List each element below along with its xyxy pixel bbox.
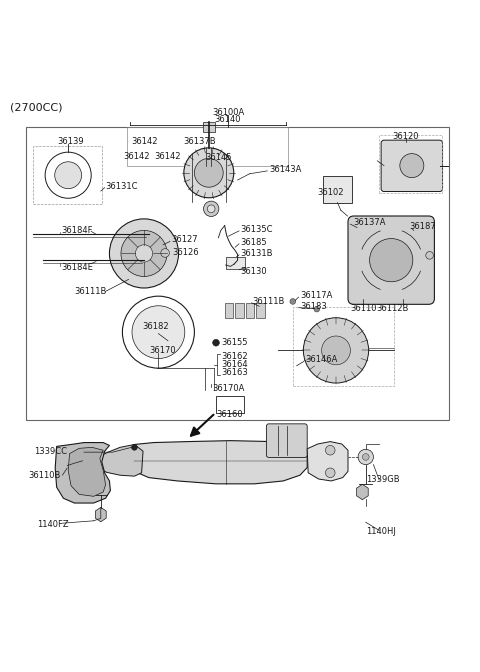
Circle shape — [362, 454, 369, 460]
Circle shape — [213, 339, 219, 346]
Circle shape — [109, 219, 179, 288]
Text: 36139: 36139 — [58, 136, 84, 146]
Circle shape — [358, 450, 373, 464]
Text: 36140: 36140 — [215, 114, 241, 124]
Text: 36111B: 36111B — [252, 297, 285, 306]
Text: 36117A: 36117A — [300, 291, 332, 300]
Text: 36110B: 36110B — [28, 470, 60, 480]
Text: 36126: 36126 — [172, 249, 198, 257]
Text: 36184F: 36184F — [61, 226, 93, 235]
Circle shape — [207, 205, 215, 212]
Text: 36131C: 36131C — [106, 181, 138, 191]
Circle shape — [322, 336, 350, 365]
Circle shape — [325, 446, 335, 455]
Circle shape — [370, 239, 413, 282]
Text: 36145: 36145 — [205, 153, 232, 162]
Bar — [379, 135, 442, 193]
Text: (2700CC): (2700CC) — [10, 103, 62, 113]
Bar — [293, 307, 394, 386]
Text: 36142: 36142 — [155, 152, 181, 161]
Text: 36120: 36120 — [392, 132, 419, 141]
Text: 1140HJ: 1140HJ — [366, 528, 396, 536]
Text: 36102: 36102 — [317, 188, 344, 198]
Text: 36137B: 36137B — [183, 136, 216, 146]
Circle shape — [132, 444, 137, 450]
Text: 36155: 36155 — [221, 338, 247, 347]
Bar — [203, 122, 215, 132]
Circle shape — [303, 318, 369, 383]
Circle shape — [204, 201, 219, 216]
Circle shape — [184, 148, 234, 198]
Polygon shape — [134, 441, 307, 484]
Circle shape — [161, 249, 169, 257]
Polygon shape — [68, 448, 106, 497]
Text: 1339CC: 1339CC — [34, 447, 67, 456]
Text: 36137A: 36137A — [353, 218, 385, 227]
Text: 36135C: 36135C — [240, 225, 273, 234]
Text: 36131B: 36131B — [240, 249, 273, 258]
FancyBboxPatch shape — [266, 424, 307, 458]
Bar — [323, 176, 352, 202]
Circle shape — [400, 154, 424, 177]
FancyBboxPatch shape — [381, 140, 443, 192]
Text: 36164: 36164 — [221, 360, 247, 370]
Text: 36112B: 36112B — [376, 304, 409, 312]
Text: 36146A: 36146A — [305, 355, 337, 364]
Circle shape — [194, 159, 223, 187]
Text: 36187: 36187 — [409, 222, 436, 231]
Text: 36110: 36110 — [350, 304, 377, 312]
Text: 36170: 36170 — [149, 346, 175, 355]
Text: 36143A: 36143A — [269, 165, 301, 174]
Circle shape — [121, 230, 167, 276]
Circle shape — [132, 306, 185, 359]
Text: 36127: 36127 — [171, 235, 197, 245]
Text: 36182: 36182 — [143, 322, 169, 331]
Bar — [246, 303, 254, 318]
Bar — [33, 146, 102, 204]
Polygon shape — [96, 507, 106, 521]
Text: 36130: 36130 — [240, 267, 266, 276]
Bar — [256, 303, 265, 318]
Circle shape — [55, 162, 82, 189]
Circle shape — [314, 306, 320, 312]
Text: 36160: 36160 — [216, 410, 243, 419]
Text: 36184E: 36184E — [61, 263, 93, 272]
Bar — [216, 396, 244, 413]
FancyBboxPatch shape — [348, 216, 434, 304]
Polygon shape — [307, 442, 348, 481]
Text: 36185: 36185 — [240, 238, 266, 247]
Circle shape — [426, 251, 433, 259]
Bar — [226, 257, 245, 269]
Bar — [235, 303, 244, 318]
Text: 36142: 36142 — [132, 136, 158, 146]
Text: 36183: 36183 — [300, 302, 327, 310]
Text: 1140FZ: 1140FZ — [37, 520, 69, 529]
Circle shape — [290, 298, 296, 304]
Text: 36162: 36162 — [221, 352, 247, 361]
Text: 1339GB: 1339GB — [366, 476, 399, 485]
Bar — [225, 303, 233, 318]
Text: 36111B: 36111B — [74, 287, 107, 296]
Polygon shape — [96, 444, 143, 476]
Bar — [127, 127, 288, 165]
Polygon shape — [357, 485, 368, 500]
Bar — [26, 127, 449, 420]
Text: 36170A: 36170A — [212, 384, 244, 393]
Text: 36100A: 36100A — [212, 108, 244, 118]
Text: 36142: 36142 — [123, 152, 150, 161]
Circle shape — [135, 245, 153, 262]
Polygon shape — [55, 443, 110, 503]
Text: 36163: 36163 — [221, 368, 248, 378]
Circle shape — [325, 468, 335, 478]
